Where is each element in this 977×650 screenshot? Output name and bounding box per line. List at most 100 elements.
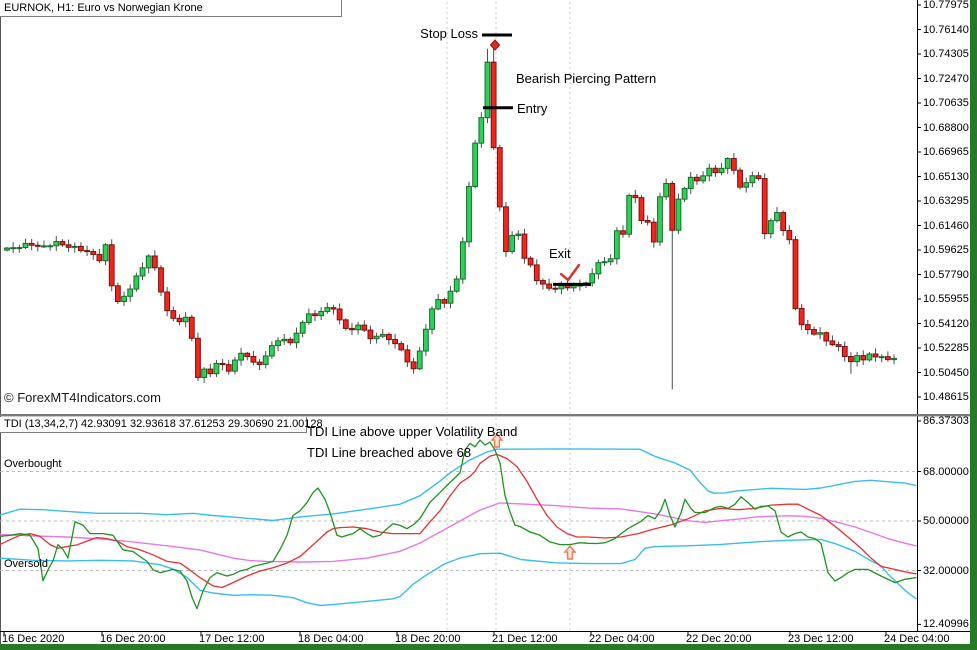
bear-candle (90, 251, 97, 255)
bull-candle (305, 313, 312, 323)
symbol-title-box: EURNOK, H1: Euro vs Norwegian Krone (0, 0, 342, 17)
bear-candle (811, 329, 817, 335)
bull-candle (767, 220, 774, 235)
bear-candle (823, 332, 830, 342)
bear-candle (361, 324, 368, 331)
bull-candle (447, 290, 454, 304)
bull-candle (589, 273, 596, 284)
bear-candle (349, 327, 355, 331)
bull-candle (854, 355, 860, 363)
bear-candle (96, 253, 103, 262)
bear-candle (84, 250, 90, 253)
bear-candle (755, 175, 762, 180)
bear-candle (225, 364, 232, 372)
bear-candle (841, 345, 848, 358)
bear-candle (632, 194, 639, 199)
bear-candle (527, 257, 534, 266)
bull-candle (453, 278, 460, 292)
bull-candle (878, 356, 885, 359)
bear-candle (367, 329, 374, 340)
bull-candle (472, 142, 479, 187)
rsi-price-line (0, 439, 917, 610)
bear-candle (829, 340, 836, 346)
bear-candle (441, 299, 448, 304)
tdi-68-annotation: TDI Line breached above 68 (307, 445, 472, 460)
bull-candle (484, 61, 491, 119)
price-axis-label: 10.70635 (923, 97, 969, 109)
watermark-text: © ForexMT4Indicators.com (4, 390, 161, 405)
bull-candle (478, 117, 485, 144)
window-border-bottom (0, 644, 977, 650)
bear-candle (207, 368, 214, 375)
price-axis-label: 10.63295 (923, 195, 969, 207)
bear-candle (638, 197, 645, 221)
bear-candle (392, 338, 398, 345)
bull-candle (232, 359, 238, 372)
bull-candle (379, 333, 386, 337)
bull-candle (706, 167, 713, 177)
bull-candle (866, 353, 873, 361)
bear-candle (342, 319, 349, 329)
time-axis-label: 18 Dec 04:00 (298, 633, 364, 645)
bear-candle (250, 355, 257, 363)
bull-candle (121, 295, 127, 303)
bear-candle (256, 361, 263, 365)
bear-candle (219, 362, 226, 366)
bull-candle (749, 175, 756, 184)
bear-candle (404, 349, 411, 363)
bull-candle (657, 196, 663, 243)
bull-candle (102, 244, 109, 262)
bear-candle (496, 147, 503, 208)
bull-candle (373, 335, 380, 340)
indicator-axis-label: 86.37303 (923, 414, 969, 427)
time-axis-label: 18 Dec 20:00 (395, 633, 461, 645)
time-axis-label: 21 Dec 12:00 (492, 633, 558, 645)
price-axis-label: 10.59625 (923, 244, 969, 256)
bear-candle (59, 241, 66, 246)
bear-candle (65, 244, 72, 248)
bull-candle (355, 324, 362, 331)
bear-candle (158, 267, 164, 293)
bear-candle (503, 206, 509, 252)
bear-candle (533, 264, 540, 282)
bull-candle (41, 245, 47, 248)
bull-candle (22, 242, 29, 249)
bull-candle (53, 241, 60, 247)
bull-candle (601, 261, 608, 264)
price-axis-label: 10.68800 (923, 121, 969, 134)
bearish-piercing-pattern-label: Bearish Piercing Pattern (516, 71, 657, 86)
indicator-axis-label: 68.00000 (923, 465, 969, 478)
bull-candle (509, 234, 516, 252)
bear-candle (108, 244, 115, 287)
indicator-axis-label: 32.00000 (923, 564, 969, 577)
price-axis-label: 10.74305 (923, 48, 969, 60)
bear-candle (620, 230, 626, 235)
bull-candle (268, 345, 275, 357)
bull-candle (687, 176, 694, 190)
bear-candle (552, 287, 559, 290)
bull-candle (595, 262, 602, 275)
up-arrow-icon (490, 432, 504, 448)
bull-candle (416, 350, 423, 370)
sell-arrow-icon (489, 39, 501, 51)
bull-candle (318, 310, 325, 317)
price-axis-label: 10.50450 (923, 366, 969, 379)
bull-candle (681, 188, 688, 200)
bear-candle (188, 316, 195, 339)
bear-candle (114, 285, 121, 303)
price-axis-label: 10.65130 (923, 170, 969, 183)
bull-candle (718, 167, 725, 174)
bear-candle (761, 178, 768, 235)
price-axis-label: 10.54120 (923, 317, 969, 330)
oversold-label: Oversold (4, 558, 49, 570)
price-axis-label: 10.66965 (923, 146, 969, 158)
price-axis-label: 10.57790 (923, 268, 969, 281)
bear-candle (28, 242, 35, 246)
up-arrow-icon (563, 544, 577, 560)
bear-candle (644, 219, 651, 223)
price-axis-label: 10.61460 (923, 219, 969, 232)
time-axis-label: 22 Dec 20:00 (686, 633, 752, 645)
bull-candle (238, 352, 244, 361)
bull-candle (145, 255, 152, 269)
